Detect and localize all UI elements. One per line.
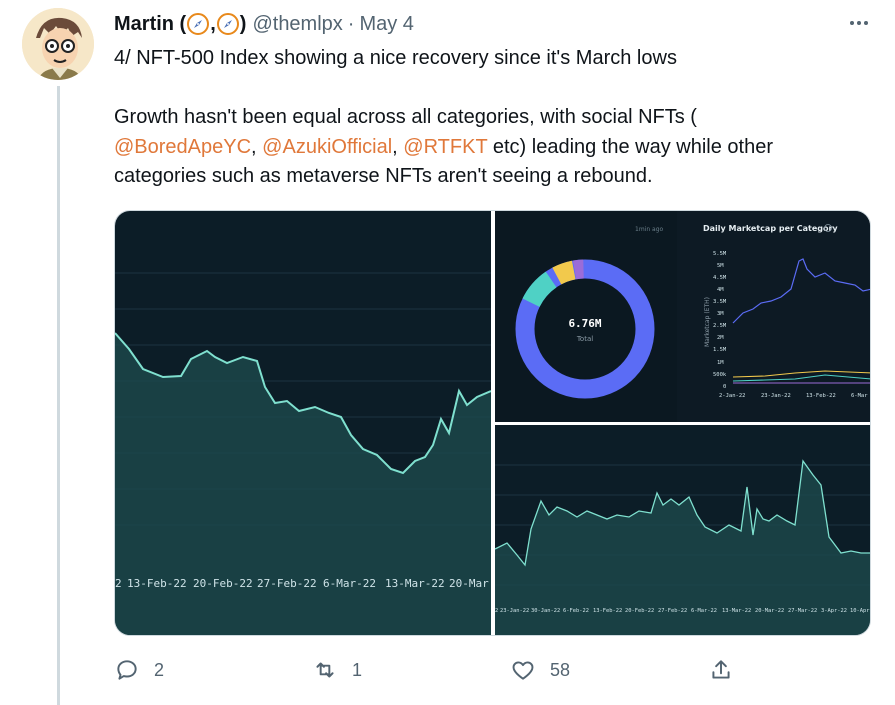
- x-tick-label: 13-Feb-22: [806, 393, 836, 399]
- y-tick-label: 1M: [717, 360, 724, 366]
- reply-icon: [117, 660, 137, 680]
- avatar-image: [22, 8, 94, 80]
- x-tick-label: 27-Feb-22: [257, 577, 317, 590]
- retweet-button[interactable]: 1: [312, 652, 362, 688]
- y-tick-label: 500k: [713, 372, 727, 378]
- tweet-header: Martin ( , ) @themlpx · May 4: [114, 10, 414, 38]
- tweet-text-line: Growth hasn't been equal across all cate…: [114, 106, 697, 128]
- tweet-date[interactable]: May 4: [359, 12, 414, 35]
- compass-icon: [216, 13, 239, 35]
- y-tick-label: 2M: [717, 335, 724, 341]
- x-tick-label: 3-Apr-22: [821, 608, 847, 614]
- retweet-count: 1: [352, 659, 363, 680]
- y-tick-label: 4M: [717, 287, 724, 293]
- y-tick-label: 0: [723, 384, 726, 390]
- media-grid: 2 13-Feb-22 20-Feb-22 27-Feb-22 6-Mar-22…: [114, 210, 871, 636]
- y-tick-label: 3M: [717, 311, 724, 317]
- y-tick-label: 5M: [717, 263, 724, 269]
- tweet-text: 4/ NFT-500 Index showing a nice recovery…: [114, 44, 874, 192]
- info-icon: [824, 224, 832, 232]
- separator-dot: ·: [347, 12, 355, 35]
- y-tick-label: 3.5M: [713, 299, 727, 305]
- x-tick-label: 13-Mar-22: [722, 608, 751, 614]
- y-axis-label: Marketcap (ETH): [704, 297, 711, 347]
- x-tick-label: 2-Jan-22: [719, 393, 746, 399]
- x-tick-label: 10-Apr: [850, 608, 870, 614]
- x-tick-label: 27-Mar-22: [788, 608, 817, 614]
- x-tick-label: 2: [495, 608, 498, 614]
- x-tick-label: 6-Mar: [851, 393, 868, 399]
- tweet-text-line: 4/ NFT-500 Index showing a nice recovery…: [114, 47, 677, 69]
- x-tick-label: 30-Jan-22: [531, 608, 560, 614]
- mention-azukiofficial[interactable]: @AzukiOfficial: [262, 135, 393, 158]
- donut-label: Total: [576, 335, 593, 343]
- like-count: 58: [550, 659, 571, 680]
- chart-title: Daily Marketcap per Category: [703, 224, 838, 233]
- author-handle[interactable]: @themlpx: [252, 12, 343, 35]
- marketcap-chart: 1min ago 6.76M Total Daily Marketcap per…: [495, 211, 870, 422]
- x-tick-label: 20-Mar: [449, 577, 489, 590]
- reply-button[interactable]: 2: [114, 652, 164, 688]
- x-tick-label: 6-Mar-22: [323, 577, 376, 590]
- more-options-icon[interactable]: [846, 15, 872, 31]
- x-tick-label: 23-Jan-22: [500, 608, 529, 614]
- media-image-1[interactable]: 2 13-Feb-22 20-Feb-22 27-Feb-22 6-Mar-22…: [115, 211, 491, 635]
- social-area-chart: 2 23-Jan-22 30-Jan-22 6-Feb-22 13-Feb-22…: [495, 459, 870, 635]
- x-tick-label: 13-Mar-22: [385, 577, 445, 590]
- share-button[interactable]: [708, 652, 734, 688]
- reply-count: 2: [154, 659, 165, 680]
- x-tick-label: 27-Feb-22: [658, 608, 687, 614]
- x-tick-label: 13-Feb-22: [593, 608, 622, 614]
- donut-value: 6.76M: [568, 317, 601, 330]
- x-tick-label: 20-Feb-22: [625, 608, 654, 614]
- x-tick-label: 2: [115, 577, 122, 590]
- tweet-text-line: categories such as metaverse NFTs aren't…: [114, 165, 653, 187]
- x-tick-label: 6-Feb-22: [563, 608, 589, 614]
- avatar[interactable]: [22, 8, 94, 80]
- mention-boredapeyc[interactable]: @BoredApeYC: [114, 135, 252, 158]
- x-tick-label: 6-Mar-22: [691, 608, 717, 614]
- x-tick-label: 13-Feb-22: [127, 577, 187, 590]
- x-tick-label: 23-Jan-22: [761, 393, 791, 399]
- retweet-icon: [316, 662, 334, 678]
- like-button[interactable]: 58: [510, 652, 570, 688]
- y-tick-label: 4.5M: [713, 275, 727, 281]
- author-name[interactable]: Martin ( , ): [114, 12, 247, 35]
- mention-rtfkt[interactable]: @RTFKT: [403, 135, 488, 158]
- index-area-chart: 2 13-Feb-22 20-Feb-22 27-Feb-22 6-Mar-22…: [115, 272, 491, 635]
- compass-icon: [187, 13, 210, 35]
- share-icon: [712, 660, 730, 679]
- y-tick-label: 2.5M: [713, 323, 727, 329]
- timestamp-label: 1min ago: [635, 226, 664, 233]
- heart-icon: [512, 661, 534, 680]
- x-tick-label: 20-Feb-22: [193, 577, 253, 590]
- tweet-actions: 2 1 58: [114, 652, 764, 688]
- y-tick-label: 5.5M: [713, 251, 727, 257]
- tweet-text-line: @BoredApeYC, @AzukiOfficial, @RTFKT etc)…: [114, 135, 774, 158]
- thread-line: [57, 86, 60, 705]
- media-image-3[interactable]: 2 23-Jan-22 30-Jan-22 6-Feb-22 13-Feb-22…: [495, 425, 870, 635]
- y-tick-label: 1.5M: [713, 347, 727, 353]
- media-image-2[interactable]: 1min ago 6.76M Total Daily Marketcap per…: [495, 211, 870, 422]
- x-tick-label: 20-Mar-22: [755, 608, 784, 614]
